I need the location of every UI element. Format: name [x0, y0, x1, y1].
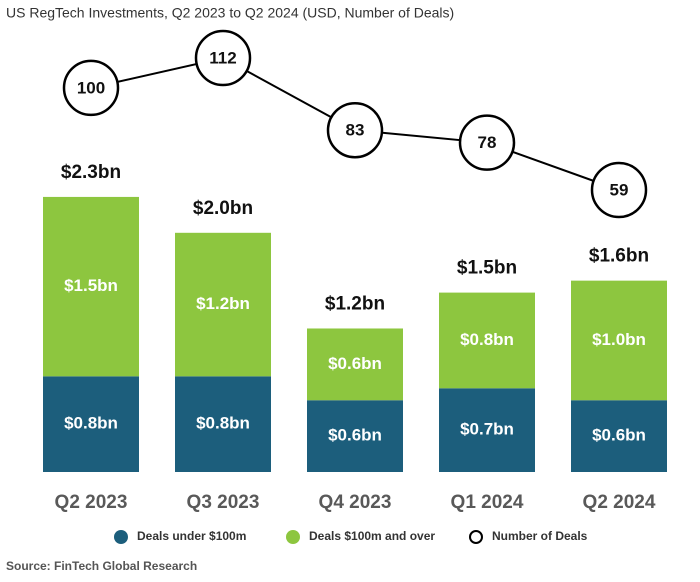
legend-marker: [286, 530, 300, 544]
total-label: $1.2bn: [325, 293, 385, 314]
value-label: $0.8bn: [460, 330, 514, 349]
bar-segment: [439, 388, 535, 472]
deals-marker: [590, 161, 648, 219]
value-label: $1.2bn: [196, 294, 250, 313]
x-tick-label: Q2 2023: [55, 492, 128, 513]
legend-label: Number of Deals: [492, 529, 588, 543]
value-label: $0.6bn: [328, 426, 382, 445]
value-label: $0.6bn: [328, 354, 382, 373]
x-tick-label: Q1 2024: [451, 492, 524, 513]
value-label: $0.8bn: [196, 414, 250, 433]
total-label: $1.6bn: [589, 246, 649, 267]
bar-segment: [439, 292, 535, 389]
deals-marker: [458, 114, 516, 171]
value-label: $0.7bn: [460, 420, 514, 439]
deals-label: 112: [209, 48, 236, 67]
value-label: $1.0bn: [592, 330, 646, 349]
total-label: $2.3bn: [61, 162, 121, 183]
legend-marker: [114, 530, 128, 544]
bar-segment: [571, 400, 667, 472]
deals-label: 78: [478, 133, 497, 152]
value-label: $0.8bn: [64, 414, 118, 433]
value-label: $1.5bn: [64, 276, 118, 295]
x-tick-label: Q3 2023: [187, 492, 260, 513]
bar-segment: [175, 376, 271, 472]
deals-label: 83: [346, 121, 365, 140]
bar-segment: [307, 328, 403, 401]
bar-segment: [571, 280, 667, 401]
total-label: $2.0bn: [193, 198, 253, 219]
deals-label: 100: [77, 78, 105, 97]
deals-label: 59: [610, 180, 629, 199]
legend-marker: [469, 530, 483, 544]
x-tick-label: Q2 2024: [583, 492, 656, 513]
deals-marker: [326, 101, 384, 159]
bar-segment: [175, 232, 271, 377]
legend-label: Deals $100m and over: [309, 529, 435, 543]
legend-label: Deals under $100m: [137, 529, 246, 543]
bar-segment: [43, 196, 139, 377]
bar-segment: [43, 376, 139, 472]
x-tick-label: Q4 2023: [319, 492, 392, 513]
bar-segment: [307, 400, 403, 472]
deals-marker: [194, 29, 252, 87]
value-label: $0.6bn: [592, 426, 646, 445]
deals-marker: [62, 59, 120, 117]
source: Source: FinTech Global Research: [6, 559, 197, 573]
chart-title: US RegTech Investments, Q2 2023 to Q2 20…: [6, 5, 454, 21]
total-label: $1.5bn: [457, 258, 517, 279]
